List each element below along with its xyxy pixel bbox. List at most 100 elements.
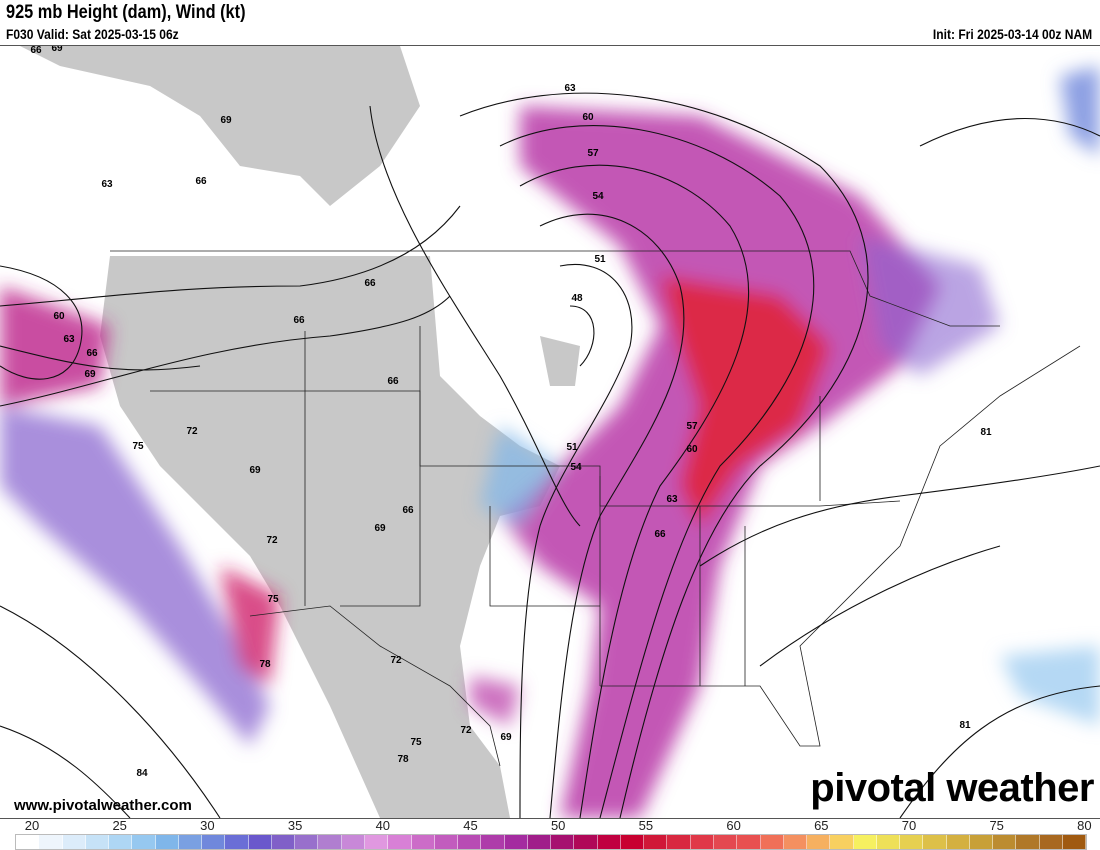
contour-label: 81 [959, 720, 971, 731]
colorbar-swatch [760, 835, 784, 849]
colorbar-swatch [1016, 835, 1040, 849]
contour-label: 75 [267, 594, 279, 605]
contour-label: 69 [374, 523, 386, 534]
contour-label: 66 [86, 348, 98, 359]
website-url[interactable]: www.pivotalweather.com [14, 797, 192, 814]
colorbar-swatch [830, 835, 854, 849]
colorbar-swatch [527, 835, 552, 849]
contour-label: 81 [980, 427, 992, 438]
contour-label: 72 [266, 535, 278, 546]
colorbar [15, 834, 1087, 850]
contour-label: 69 [220, 115, 232, 126]
contour-label: 54 [570, 462, 582, 473]
contour-label: 66 [387, 376, 399, 387]
colorbar-swatch [364, 835, 389, 849]
colorbar-swatch [1039, 835, 1063, 849]
contour-label: 51 [566, 442, 578, 453]
colorbar-swatch [969, 835, 994, 849]
colorbar-tick-label: 70 [901, 818, 917, 833]
colorbar-swatch [504, 835, 528, 849]
contour-label: 66 [30, 45, 42, 56]
colorbar-swatch [178, 835, 203, 849]
colorbar-swatch [900, 835, 924, 849]
colorbar-ticks: 20 25 30 35 40 45 50 55 60 65 70 75 80 [0, 818, 1100, 834]
colorbar-swatch [85, 835, 110, 849]
colorbar-swatch [876, 835, 901, 849]
contour-label: 69 [249, 465, 261, 476]
contour-label: 63 [564, 83, 576, 94]
colorbar-tick-label: 40 [375, 818, 391, 833]
contour-label: 69 [51, 45, 63, 54]
contour-label: 69 [84, 369, 96, 380]
contour-label: 84 [136, 768, 148, 779]
colorbar-swatch [16, 835, 40, 849]
contour-label: 72 [460, 725, 472, 736]
colorbar-swatch [597, 835, 621, 849]
colorbar-swatch [62, 835, 86, 849]
contour-label: 66 [293, 315, 305, 326]
colorbar-swatch [225, 835, 249, 849]
contour-label: 72 [186, 426, 198, 437]
colorbar-swatch [458, 835, 482, 849]
contour-label: 60 [582, 112, 594, 123]
political-boundaries [110, 250, 1081, 767]
contour-label: 66 [654, 529, 666, 540]
colorbar-tick-label: 80 [1077, 818, 1092, 833]
colorbar-swatch [132, 835, 156, 849]
colorbar-swatch [620, 835, 645, 849]
contour-label: 57 [686, 421, 698, 432]
contour-label: 51 [594, 254, 606, 265]
contour-label: 60 [686, 444, 698, 455]
contour-label: 72 [390, 655, 402, 666]
contour-label: 75 [410, 737, 422, 748]
colorbar-tick-label: 20 [24, 818, 40, 833]
contour-label: 63 [666, 494, 678, 505]
contour-label: 66 [364, 278, 376, 289]
colorbar-tick-label: 65 [814, 818, 829, 833]
colorbar-swatch [109, 835, 133, 849]
colorbar-swatch [388, 835, 412, 849]
colorbar-swatch [574, 835, 598, 849]
colorbar-swatch [295, 835, 319, 849]
colorbar-swatch [1062, 835, 1087, 849]
wind-speed-shading [0, 66, 1100, 818]
colorbar-swatch [807, 835, 831, 849]
colorbar-swatch [923, 835, 947, 849]
colorbar-tick-label: 45 [463, 818, 478, 833]
colorbar-swatch [202, 835, 226, 849]
colorbar-tick-label: 50 [550, 818, 566, 833]
colorbar-swatch [667, 835, 691, 849]
colorbar-swatch [946, 835, 970, 849]
contour-label: 54 [592, 191, 604, 202]
contour-label: 66 [402, 505, 414, 516]
colorbar-swatch [644, 835, 668, 849]
contour-label: 78 [259, 659, 271, 670]
colorbar-swatch [853, 835, 877, 849]
contour-label: 57 [587, 148, 599, 159]
colorbar-swatch [783, 835, 808, 849]
contour-label: 78 [397, 754, 409, 765]
colorbar-tick-label: 60 [726, 818, 741, 833]
contour-label: 66 [195, 176, 207, 187]
colorbar-tick-label: 75 [989, 818, 1004, 833]
colorbar-swatch [993, 835, 1017, 849]
colorbar-swatch [551, 835, 575, 849]
contour-label: 69 [500, 732, 512, 743]
colorbar-swatch [713, 835, 738, 849]
colorbar-tick-label: 35 [287, 818, 303, 833]
colorbar-tick-label: 30 [200, 818, 215, 833]
contour-label: 48 [571, 293, 583, 304]
colorbar-swatch [271, 835, 296, 849]
init-time: Init: Fri 2025-03-14 00z NAM [932, 26, 1092, 42]
colorbar-swatch [690, 835, 714, 849]
colorbar-swatch [411, 835, 435, 849]
contour-label: 75 [132, 441, 144, 452]
height-contours [0, 92, 1100, 818]
contour-label: 63 [101, 179, 113, 190]
contour-label: 60 [53, 311, 65, 322]
colorbar-swatch [39, 835, 63, 849]
colorbar-tick-label: 25 [112, 818, 127, 833]
colorbar-swatch [248, 835, 272, 849]
